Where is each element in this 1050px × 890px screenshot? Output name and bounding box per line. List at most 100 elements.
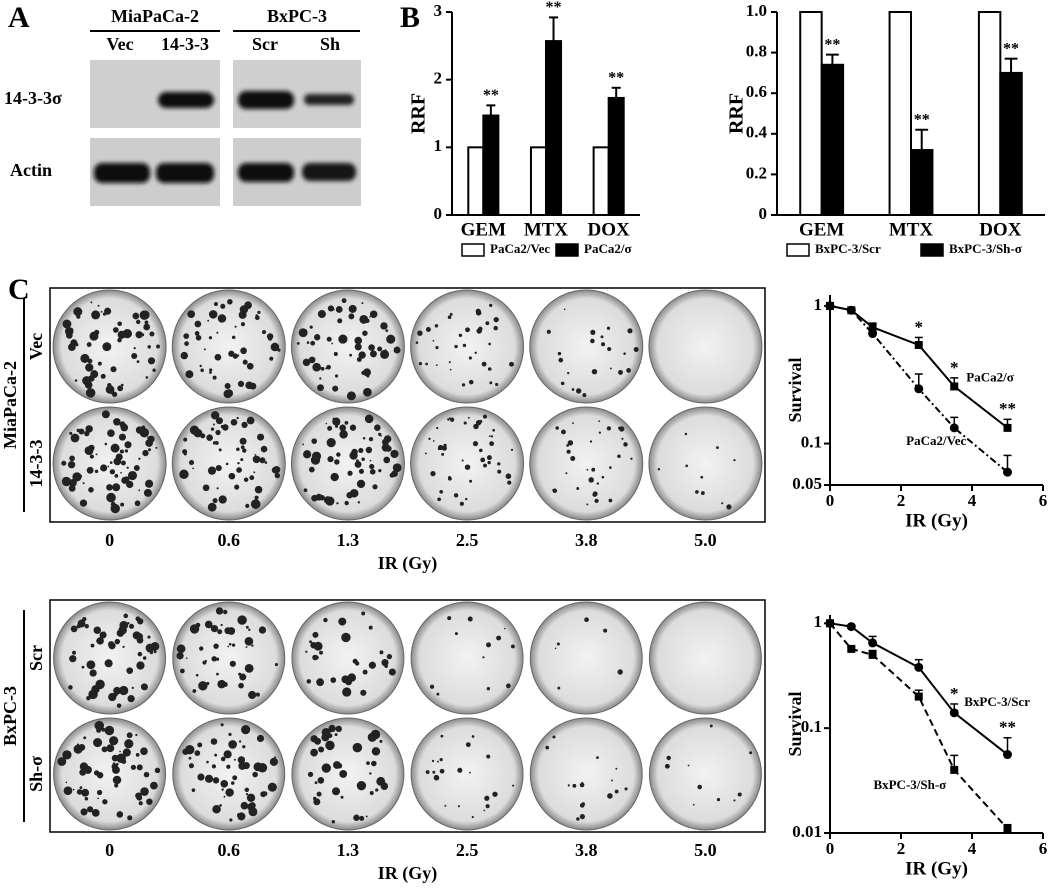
colony	[630, 457, 633, 460]
colony	[189, 624, 200, 634]
colony	[238, 672, 242, 676]
colony	[471, 816, 474, 819]
colony	[256, 734, 265, 743]
colony	[145, 439, 153, 447]
colony	[716, 446, 719, 450]
colony	[198, 681, 208, 691]
colony	[236, 447, 240, 452]
colony	[244, 663, 254, 673]
blot-group: MiaPaCa-2	[111, 6, 199, 26]
colony	[429, 684, 435, 689]
colony	[142, 656, 147, 660]
colony	[444, 804, 447, 807]
error-bar	[915, 128, 929, 151]
colony	[449, 417, 455, 422]
point	[1003, 423, 1012, 432]
colony	[86, 466, 94, 474]
colony	[472, 441, 479, 447]
legend-swatch	[461, 243, 485, 257]
significance: **	[483, 87, 499, 104]
dish	[410, 601, 524, 715]
colony	[141, 333, 145, 337]
colony	[108, 642, 116, 650]
colony	[237, 756, 246, 764]
colony	[596, 482, 599, 485]
colony	[579, 782, 585, 788]
colony	[241, 421, 248, 428]
colony	[381, 658, 389, 667]
x-tick-label: MTX	[889, 219, 934, 240]
colony	[208, 336, 213, 340]
colony	[269, 356, 274, 361]
colony	[487, 367, 492, 371]
colony	[210, 738, 218, 745]
colony	[425, 327, 431, 332]
colony	[150, 781, 158, 790]
x-tick-label: 0	[826, 839, 835, 858]
colony	[552, 735, 556, 739]
colony	[716, 797, 721, 802]
dose-label: 3.8	[575, 840, 598, 860]
colony	[153, 650, 157, 654]
colony	[91, 685, 100, 694]
colony	[311, 451, 322, 461]
colony	[345, 678, 352, 686]
x-tick-label: 6	[1039, 491, 1048, 510]
colony	[195, 334, 202, 341]
colony	[118, 433, 126, 441]
colony	[115, 453, 123, 461]
colony	[364, 414, 374, 424]
colony	[147, 345, 151, 349]
colony	[314, 655, 319, 660]
dish	[529, 289, 644, 404]
colony	[339, 770, 348, 778]
colony	[194, 320, 202, 328]
bar	[545, 40, 563, 217]
legend-swatch	[920, 243, 944, 257]
colony	[709, 724, 713, 728]
colony	[349, 424, 357, 431]
colony	[380, 349, 390, 359]
y-tick-label: 1	[814, 612, 823, 631]
colony	[217, 314, 227, 323]
colony	[310, 748, 318, 757]
colony	[320, 366, 325, 371]
colony	[86, 342, 92, 348]
colony	[134, 500, 141, 507]
colony	[122, 645, 125, 649]
colony	[225, 788, 234, 797]
colony	[342, 430, 346, 434]
colony	[239, 305, 249, 314]
colony	[462, 343, 467, 348]
colony	[339, 424, 347, 432]
colony	[507, 480, 512, 485]
colony	[314, 781, 318, 785]
colony	[207, 502, 217, 512]
colony	[306, 341, 310, 344]
colony	[558, 357, 564, 363]
colony	[418, 361, 423, 366]
colony	[96, 772, 104, 779]
colony	[546, 329, 551, 334]
y-tick-label: 0.1	[801, 717, 822, 736]
colony	[360, 353, 363, 356]
colony	[489, 441, 495, 447]
colony	[204, 774, 214, 783]
colony	[272, 466, 281, 474]
colony	[317, 384, 324, 392]
colony	[62, 319, 72, 329]
lane-label: Sh	[320, 34, 340, 54]
colony	[449, 417, 451, 419]
colony	[139, 310, 150, 320]
colony	[509, 361, 514, 367]
colony	[576, 487, 580, 490]
colony	[486, 687, 490, 691]
colony	[237, 380, 245, 388]
colony	[359, 815, 365, 821]
colony	[206, 760, 209, 764]
colony	[96, 727, 102, 733]
colony	[224, 627, 232, 635]
colony	[657, 468, 661, 471]
colony	[144, 320, 149, 325]
colony	[242, 762, 250, 770]
